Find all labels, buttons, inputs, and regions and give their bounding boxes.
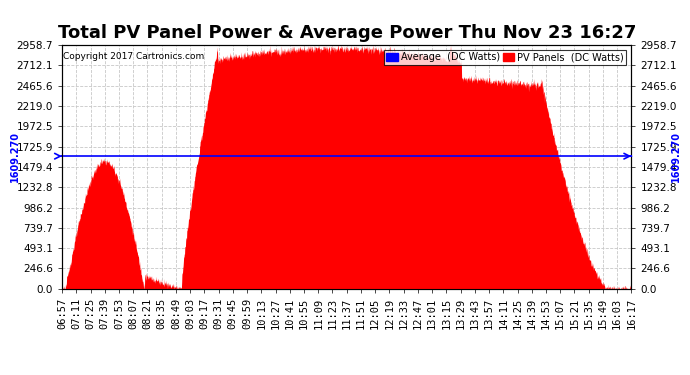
Text: 1609.270: 1609.270 [671,130,681,182]
Title: Total PV Panel Power & Average Power Thu Nov 23 16:27: Total PV Panel Power & Average Power Thu… [57,24,636,42]
Text: 1609.270: 1609.270 [10,130,20,182]
Text: Copyright 2017 Cartronics.com: Copyright 2017 Cartronics.com [63,53,204,61]
Legend: Average  (DC Watts), PV Panels  (DC Watts): Average (DC Watts), PV Panels (DC Watts) [384,50,627,65]
